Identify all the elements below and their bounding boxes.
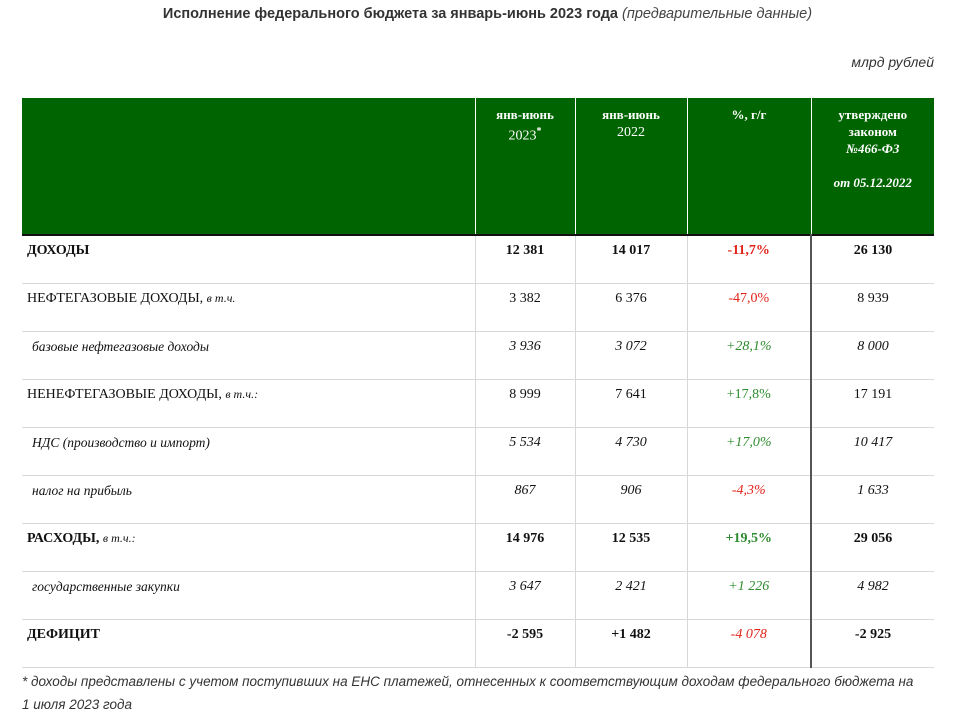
footnote: * доходы представлены с учетом поступивш…: [22, 674, 914, 712]
table-header-row: янв-июнь 2023* янв-июнь 2022 %, г/г утве…: [22, 98, 934, 235]
row-label: ДОХОДЫ: [22, 234, 476, 284]
row-label: НДС (производство и импорт): [22, 427, 476, 476]
row-label-suffix: в т.ч.: [206, 290, 236, 305]
budget-table: янв-июнь 2023* янв-июнь 2022 %, г/г утве…: [22, 98, 934, 668]
row-label-text: НЕФТЕГАЗОВЫЕ ДОХОДЫ,: [27, 290, 204, 306]
row-label-text: РАСХОДЫ,: [27, 530, 100, 546]
row-pct: +28,1%: [687, 331, 812, 380]
row-law: 8 000: [811, 331, 934, 380]
row-value-2022: 906: [575, 475, 688, 524]
row-law: 8 939: [811, 283, 934, 332]
header-col-law: утверждено законом №466-ФЗ от 05.12.2022: [810, 98, 934, 235]
header-col-law-number: №466-ФЗ: [846, 141, 900, 156]
header-col-2022-year: 2022: [617, 125, 645, 140]
row-value-2023: 14 976: [475, 523, 576, 572]
row-value-2022: 12 535: [575, 523, 688, 572]
table-row-oil-gas: НЕФТЕГАЗОВЫЕ ДОХОДЫ, в т.ч. 3 382 6 376 …: [22, 283, 934, 332]
row-value-2023: 5 534: [475, 427, 576, 476]
row-law: 26 130: [811, 234, 934, 284]
row-pct: -4,3%: [687, 475, 812, 524]
table-row-base-oil-gas: базовые нефтегазовые доходы 3 936 3 072 …: [22, 331, 934, 380]
row-value-2023: 867: [475, 475, 576, 524]
row-pct: +19,5%: [687, 523, 812, 572]
row-value-2023: 12 381: [475, 234, 576, 284]
row-label: базовые нефтегазовые доходы: [22, 331, 476, 380]
row-value-2022: +1 482: [575, 619, 688, 668]
row-law: 10 417: [811, 427, 934, 476]
row-law: 4 982: [811, 571, 934, 620]
header-col-law-line2: законом: [848, 124, 897, 139]
row-label: РАСХОДЫ, в т.ч.:: [22, 523, 476, 572]
table-row-expenses: РАСХОДЫ, в т.ч.: 14 976 12 535 +19,5% 29…: [22, 523, 934, 572]
header-col-law-date: от 05.12.2022: [833, 175, 912, 190]
header-col-2022-top: янв-июнь: [602, 107, 660, 122]
table-row-revenue: ДОХОДЫ 12 381 14 017 -11,7% 26 130: [22, 234, 934, 284]
row-label-suffix: в т.ч.:: [225, 386, 259, 401]
row-law: -2 925: [811, 619, 934, 668]
header-label-col: [22, 98, 475, 235]
row-value-2023: 3 936: [475, 331, 576, 380]
row-label-text: НЕНЕФТЕГАЗОВЫЕ ДОХОДЫ,: [27, 386, 222, 402]
row-pct: +17,8%: [687, 379, 812, 428]
row-law: 29 056: [811, 523, 934, 572]
row-value-2023: 8 999: [475, 379, 576, 428]
header-col-2022: янв-июнь 2022: [574, 98, 687, 235]
title-sub: (предварительные данные): [622, 6, 813, 22]
table-row-vat: НДС (производство и импорт) 5 534 4 730 …: [22, 427, 934, 476]
row-law: 17 191: [811, 379, 934, 428]
header-col-pct-label: %, г/г: [731, 107, 767, 122]
header-col-law-line1: утверждено: [838, 107, 908, 122]
row-label: государственные закупки: [22, 571, 476, 620]
row-value-2023: 3 382: [475, 283, 576, 332]
row-value-2022: 3 072: [575, 331, 688, 380]
header-col-2023-mark: *: [536, 126, 542, 137]
title-main: Исполнение федерального бюджета за январ…: [162, 6, 618, 22]
row-value-2023: -2 595: [475, 619, 576, 668]
header-col-pct: %, г/г: [686, 98, 811, 235]
row-value-2022: 7 641: [575, 379, 688, 428]
row-pct: -4 078: [687, 619, 812, 668]
row-label: ДЕФИЦИТ: [22, 619, 476, 668]
table-row-non-oil-gas: НЕНЕФТЕГАЗОВЫЕ ДОХОДЫ, в т.ч.: 8 999 7 6…: [22, 379, 934, 428]
row-pct: +17,0%: [687, 427, 812, 476]
row-law: 1 633: [811, 475, 934, 524]
row-value-2022: 6 376: [575, 283, 688, 332]
table-row-deficit: ДЕФИЦИТ -2 595 +1 482 -4 078 -2 925: [22, 619, 934, 668]
header-col-2023-top: янв-июнь: [496, 107, 554, 122]
row-value-2022: 4 730: [575, 427, 688, 476]
row-value-2022: 14 017: [575, 234, 688, 284]
header-col-2023-year: 2023: [508, 128, 537, 144]
row-label-suffix: в т.ч.:: [102, 530, 136, 545]
row-value-2022: 2 421: [575, 571, 688, 620]
row-label: НЕНЕФТЕГАЗОВЫЕ ДОХОДЫ, в т.ч.:: [22, 379, 476, 428]
table-row-profit-tax: налог на прибыль 867 906 -4,3% 1 633: [22, 475, 934, 524]
unit-label: млрд рублей: [851, 54, 934, 70]
row-label: налог на прибыль: [22, 475, 476, 524]
row-value-2023: 3 647: [475, 571, 576, 620]
page-title: Исполнение федерального бюджета за январ…: [0, 6, 975, 22]
row-pct: -47,0%: [687, 283, 812, 332]
header-col-2023: янв-июнь 2023*: [474, 98, 575, 235]
table-row-procurement: государственные закупки 3 647 2 421 +1 2…: [22, 571, 934, 620]
row-pct: +1 226: [687, 571, 812, 620]
row-pct: -11,7%: [687, 234, 812, 284]
row-label: НЕФТЕГАЗОВЫЕ ДОХОДЫ, в т.ч.: [22, 283, 476, 332]
